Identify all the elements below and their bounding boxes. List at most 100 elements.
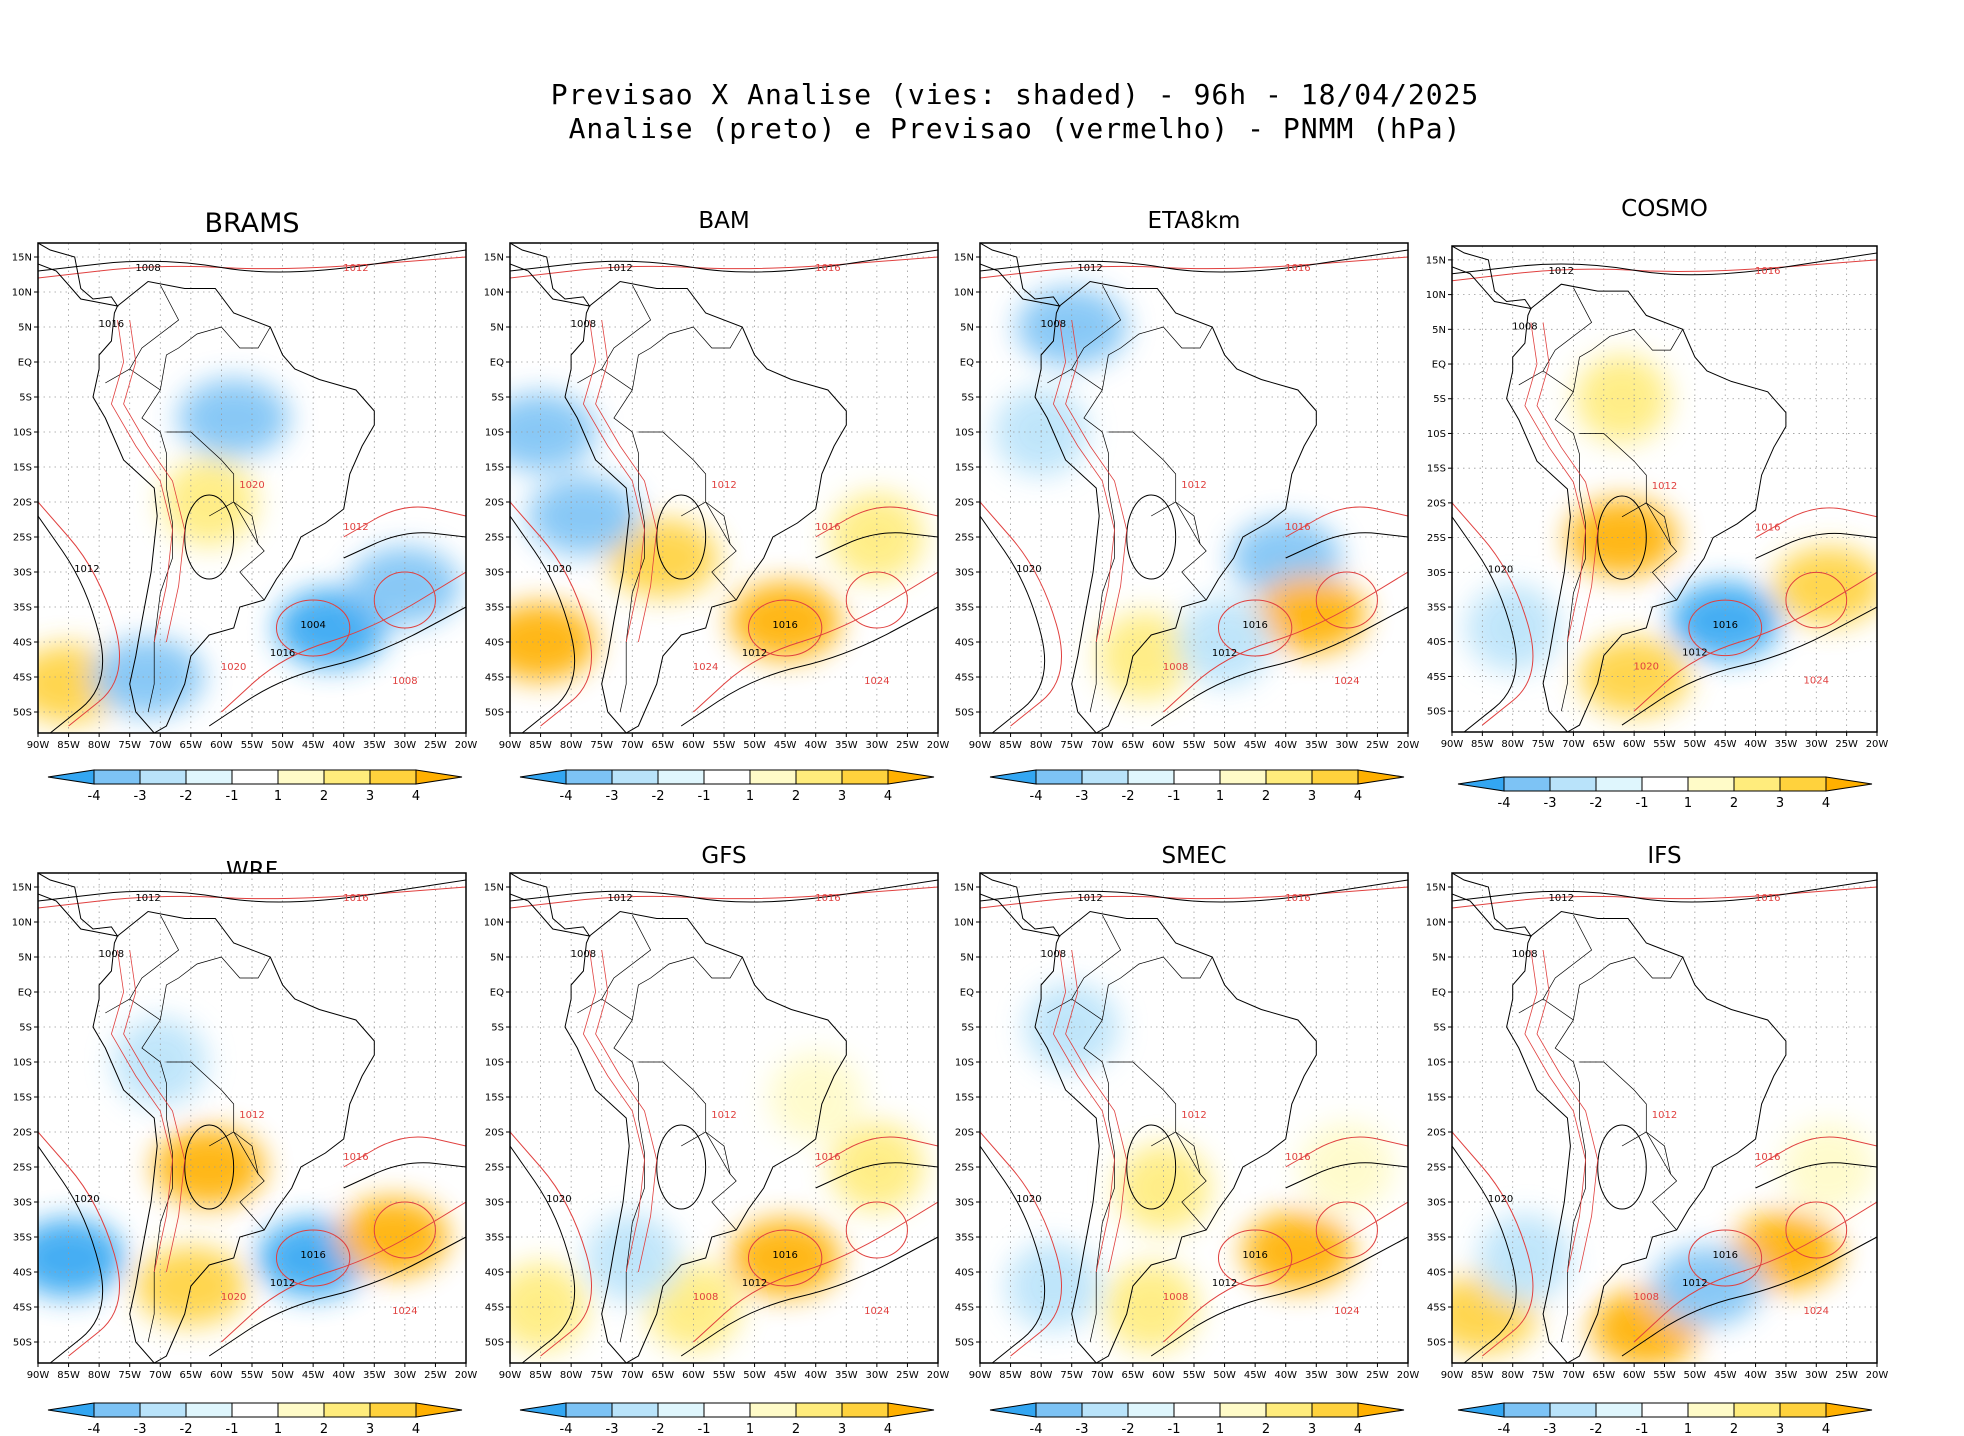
- isobar-label: 1012: [1212, 1278, 1237, 1289]
- isobar-label: 1012: [1077, 263, 1102, 274]
- isobar: [1285, 532, 1408, 559]
- lat-tick-label: 5S: [19, 1023, 32, 1034]
- isobar: [1163, 1201, 1408, 1343]
- isobar-label: 1012: [1181, 1110, 1206, 1121]
- lon-tick-label: 30W: [1336, 740, 1359, 751]
- lat-tick-label: 5S: [1433, 394, 1446, 405]
- isobar-label: 1016: [1242, 1250, 1267, 1261]
- isobar: [510, 256, 938, 279]
- isobar: [1621, 1236, 1877, 1357]
- bias-area: [178, 378, 290, 458]
- lon-tick-label: 45W: [1244, 1370, 1267, 1381]
- lat-tick-label: 10N: [484, 288, 504, 299]
- lon-tick-label: 50W: [743, 1370, 766, 1381]
- colorbar-tick-label: -4: [1498, 1422, 1511, 1436]
- colorbar-tick-label: -4: [1030, 1422, 1043, 1436]
- isobar-label: 1012: [343, 522, 368, 533]
- lon-tick-label: 65W: [180, 740, 203, 751]
- isobar: [1755, 507, 1877, 539]
- lat-tick-label: EQ: [960, 988, 974, 999]
- lon-tick-label: 40W: [332, 1370, 355, 1381]
- lon-tick-label: 20W: [455, 740, 478, 751]
- lat-tick-label: 15N: [12, 883, 32, 894]
- colorbar-tick-label: 2: [1730, 1422, 1738, 1436]
- colorbar-tick-label: 3: [1776, 1422, 1784, 1436]
- panel-title-brams: BRAMS: [204, 208, 300, 239]
- isobar-label: 1016: [1755, 523, 1780, 534]
- isobar-label: 1024: [392, 1306, 417, 1317]
- isobar: [343, 532, 466, 559]
- lat-tick-label: 50S: [13, 1338, 32, 1349]
- lat-tick-label: 15N: [1426, 883, 1446, 894]
- lon-tick-label: 30W: [1805, 1370, 1828, 1381]
- lon-tick-label: 25W: [1835, 1370, 1858, 1381]
- colorbar-tick-label: 1: [1216, 789, 1224, 804]
- south-america-coastline: [564, 280, 847, 733]
- lon-tick-label: 45W: [302, 1370, 325, 1381]
- south-america-coastline: [1034, 910, 1317, 1363]
- lat-tick-label: 30S: [13, 568, 32, 579]
- lon-tick-label: 80W: [88, 1370, 111, 1381]
- lat-tick-label: 45S: [955, 673, 974, 684]
- lat-tick-label: 5S: [961, 1023, 974, 1034]
- lon-tick-label: 90W: [27, 740, 50, 751]
- lon-tick-label: 70W: [621, 1370, 644, 1381]
- colorbar-tick-label: -4: [560, 1422, 573, 1436]
- isobar: [343, 1136, 466, 1168]
- lat-tick-label: EQ: [490, 358, 504, 369]
- isobar-label: 1020: [74, 1194, 99, 1205]
- bias-area: [1242, 1211, 1354, 1291]
- bias-area: [1006, 1241, 1101, 1331]
- lat-tick-label: 10S: [955, 428, 974, 439]
- lon-tick-label: 90W: [1441, 739, 1464, 750]
- lat-tick-label: 20S: [485, 498, 504, 509]
- isobar: [1633, 1201, 1877, 1343]
- bias-area: [527, 476, 640, 556]
- colorbar-tick-label: -2: [652, 789, 665, 804]
- lon-tick-label: 20W: [455, 1370, 478, 1381]
- colorbar-tick-label: -2: [652, 1422, 665, 1436]
- colorbar-tick-label: -4: [88, 1422, 101, 1436]
- lon-tick-label: 25W: [1835, 739, 1858, 750]
- lat-tick-label: 10N: [12, 918, 32, 929]
- isobar-label: 1016: [343, 893, 368, 904]
- isobar: [38, 886, 466, 909]
- colorbar-tick-label: -3: [1544, 796, 1557, 811]
- lon-tick-label: 65W: [1122, 1370, 1145, 1381]
- colorbar-tick-label: -3: [1544, 1422, 1557, 1436]
- lon-tick-label: 25W: [424, 740, 447, 751]
- colorbar-tick-label: 1: [746, 789, 754, 804]
- isobar-label: 1008: [1163, 662, 1188, 673]
- isobar: [1755, 1162, 1877, 1189]
- lat-tick-label: 10S: [485, 1058, 504, 1069]
- isobar-label: 1012: [607, 263, 632, 274]
- lat-tick-label: 15N: [484, 883, 504, 894]
- lon-tick-label: 40W: [1274, 1370, 1297, 1381]
- lat-tick-label: 25S: [13, 533, 32, 544]
- colorbar-tick-label: -3: [606, 789, 619, 804]
- lon-tick-label: 90W: [499, 740, 522, 751]
- isobar-label: 1020: [546, 1194, 571, 1205]
- lon-tick-label: 20W: [927, 740, 950, 751]
- isobar-label: 1012: [1682, 648, 1707, 659]
- isobar-label: 1012: [1181, 480, 1206, 491]
- colorbar-tick-label: 3: [838, 789, 846, 804]
- lat-tick-label: 15S: [955, 463, 974, 474]
- bias-area: [1478, 1213, 1572, 1303]
- lon-tick-label: 75W: [118, 740, 141, 751]
- isobar-label: 1008: [1163, 1292, 1188, 1303]
- isobar: [1150, 1236, 1408, 1357]
- lon-tick-label: 80W: [1501, 739, 1524, 750]
- isobar-label: 1016: [1285, 263, 1310, 274]
- lat-tick-label: 15N: [954, 253, 974, 264]
- lat-tick-label: 10N: [484, 918, 504, 929]
- isobar: [693, 1201, 938, 1343]
- isobar-label: 1016: [772, 1250, 797, 1261]
- isobar: [693, 571, 938, 713]
- lon-tick-label: 30W: [394, 740, 417, 751]
- isobar-label: 1016: [1285, 893, 1310, 904]
- isobar-label: 1024: [1804, 675, 1829, 686]
